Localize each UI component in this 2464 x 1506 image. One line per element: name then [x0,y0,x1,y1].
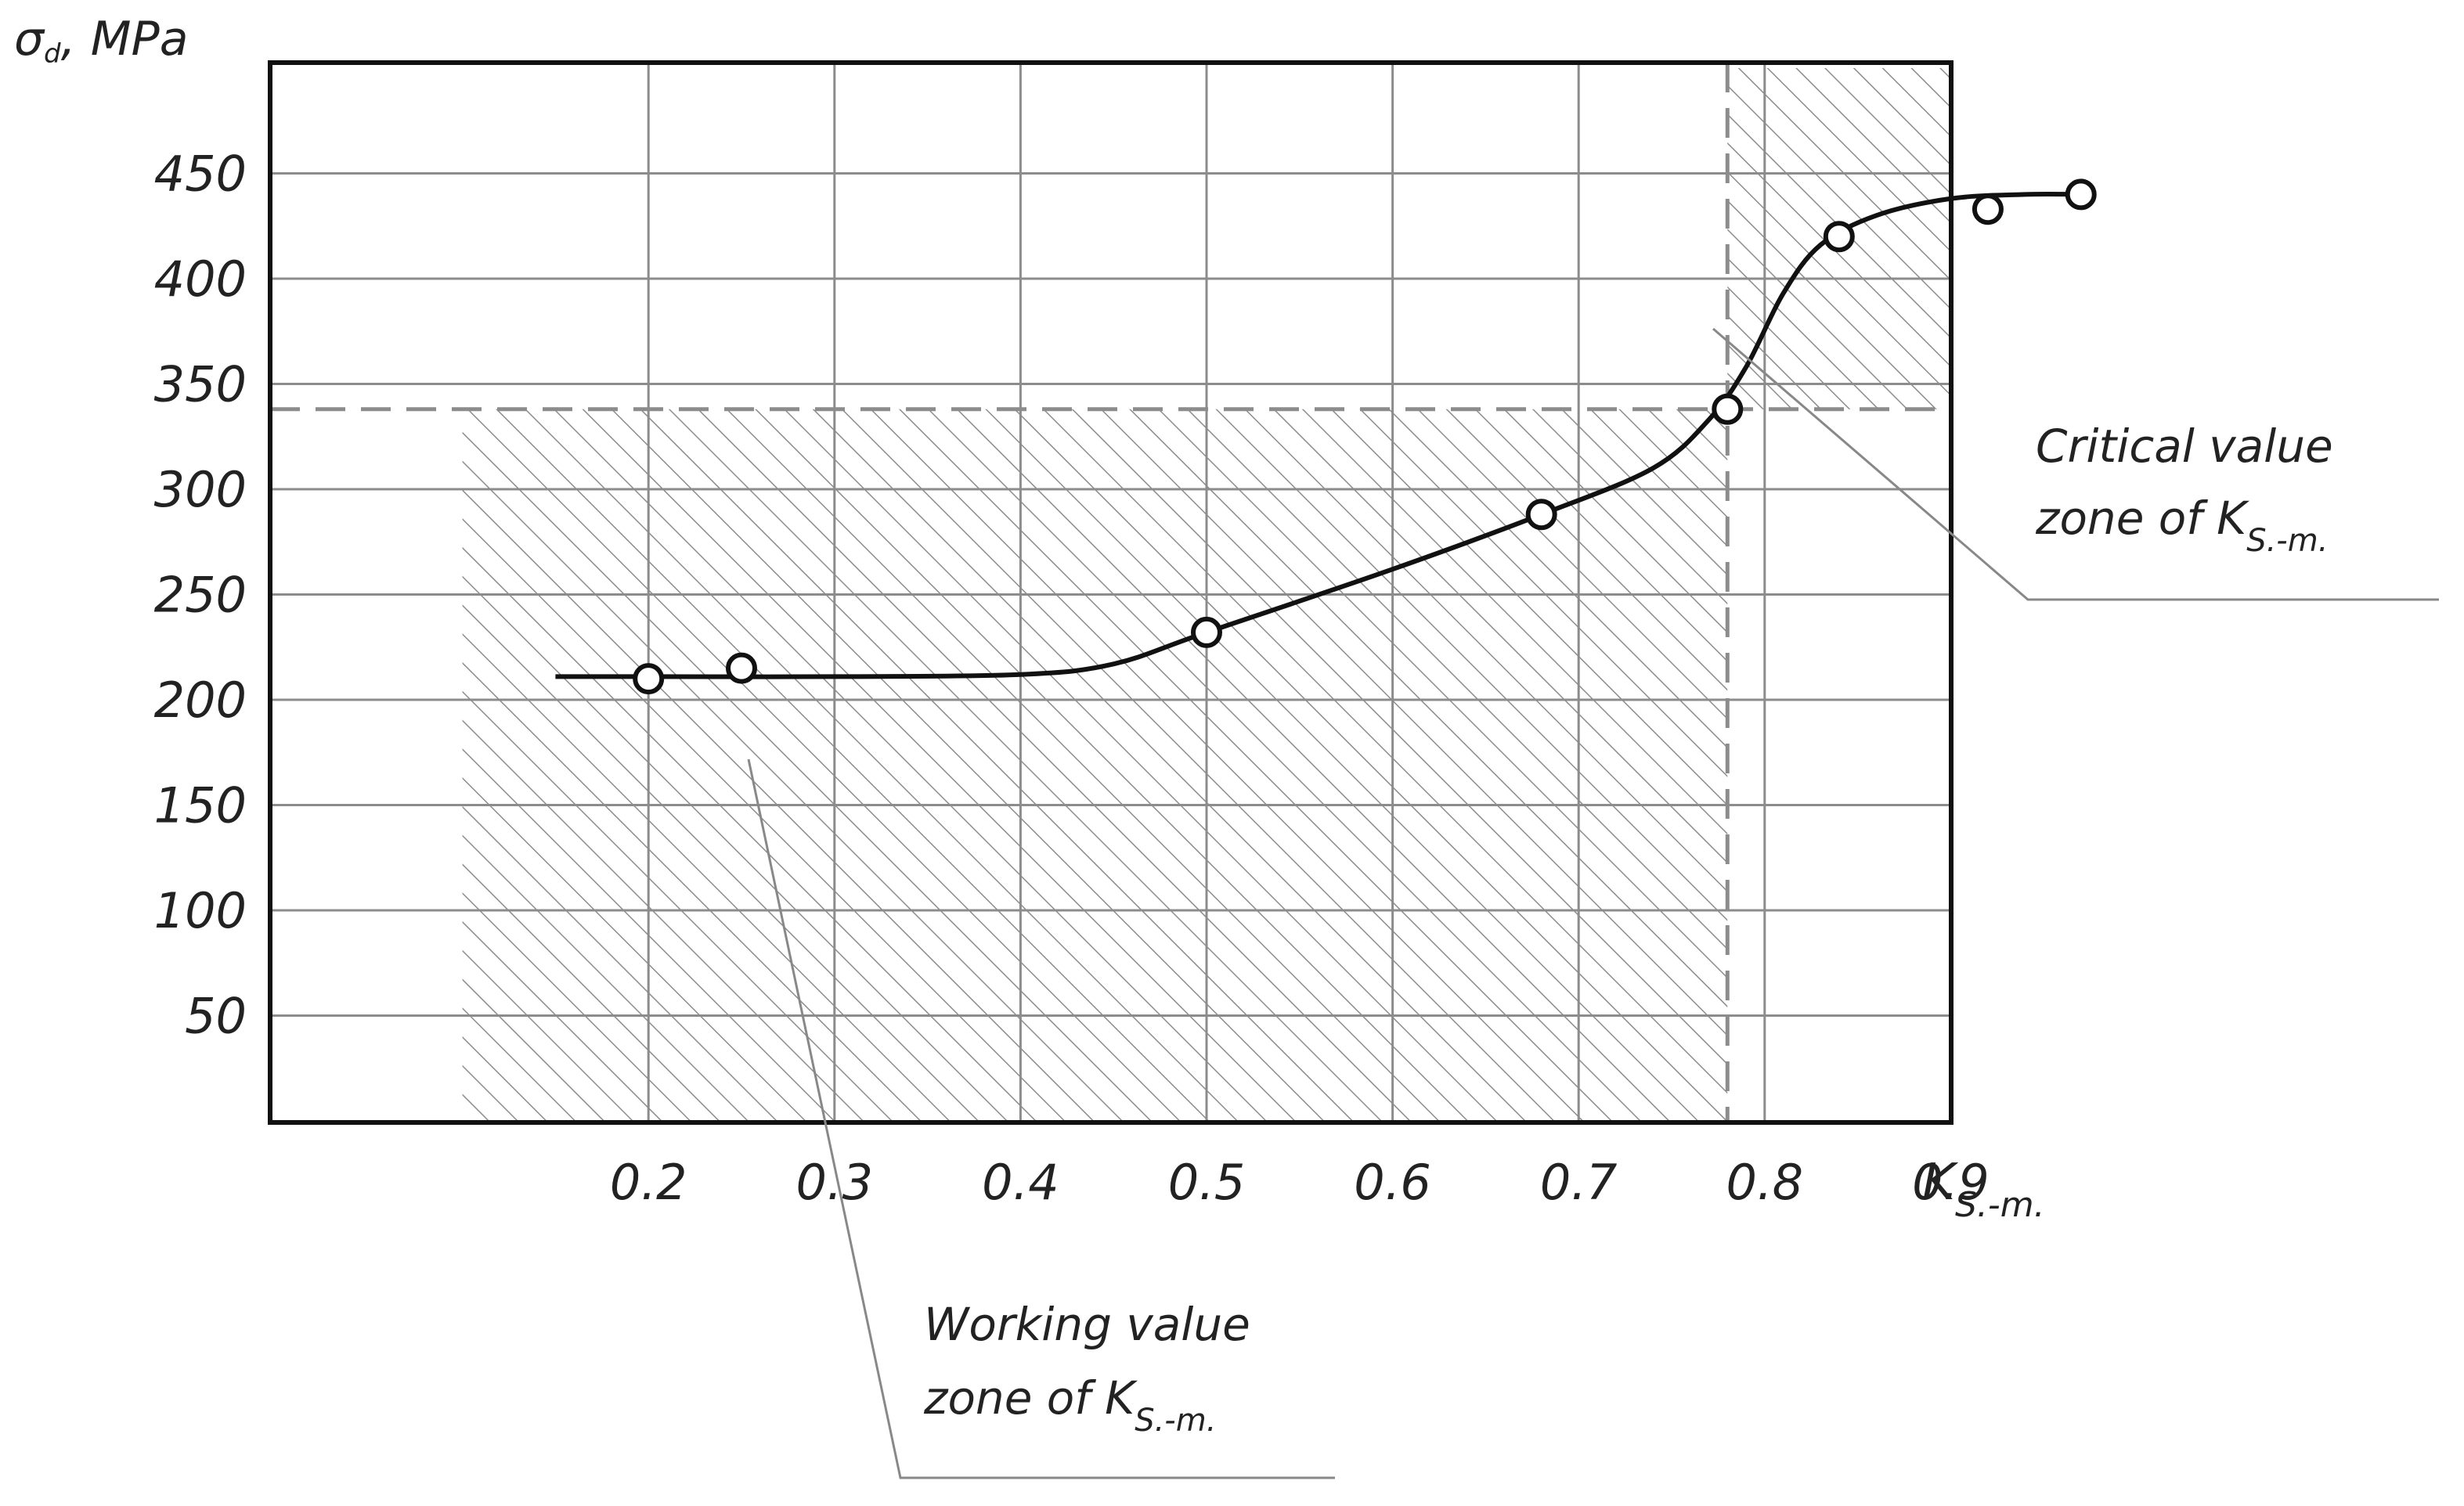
data-point-7 [2065,178,2097,211]
critical-zone-label: Critical value zone of KS.-m. [2035,420,2347,559]
working-zone-label-line2: zone of [923,1371,1105,1425]
working-zone-label-line1: Working value [924,1298,1250,1351]
x-tick-label-4: 0.6 [1354,1154,1431,1211]
y-tick-label-1: 100 [154,882,247,939]
y-axis-subscript: d [44,38,61,70]
working-zone-leader [747,758,1335,1479]
y-tick-label-5: 300 [154,461,247,518]
critical-zone-label-line2: zone of [2035,492,2217,545]
working-zone-label-subscript: S.-m. [1135,1403,1216,1439]
x-tick-label-5: 0.7 [1540,1154,1618,1211]
x-axis-subscript: S.-m. [1955,1185,2045,1225]
y-tick-label-2: 150 [154,777,247,834]
working-zone-hatch [462,409,1728,1121]
y-tick-label-3: 200 [154,672,247,729]
hatched-zones [462,68,1951,1121]
data-points-layer [633,178,2097,695]
y-tick-label-7: 400 [154,250,247,308]
x-tick-label-7: 0.9 [1912,1154,1990,1211]
x-axis-symbol: K [1922,1154,1959,1212]
data-point-2 [1191,616,1222,648]
y-tick-label-4: 250 [154,567,247,624]
x-tick-label-2: 0.4 [982,1154,1059,1211]
x-axis-title: KS.-m. [1922,1154,2045,1225]
data-point-6 [1972,193,2004,225]
y-axis-title: σd, MPa [14,12,189,70]
critical-zone-label-subscript: S.-m. [2246,523,2328,559]
y-tick-label-0: 50 [185,988,247,1045]
plot-frame [268,60,1954,1125]
data-point-5 [1823,221,1855,253]
working-zone-label-symbol: K [1105,1371,1138,1425]
y-axis-symbol: σ [14,12,45,67]
working-zone-label: Working value zone of KS.-m. [923,1298,1264,1439]
x-tick-label-6: 0.8 [1726,1154,1803,1211]
y-axis-unit: , MPa [61,12,189,67]
data-point-1 [726,652,757,684]
critical-zone-leader [1712,327,2439,601]
y-tick-label-6: 350 [154,356,247,413]
data-point-0 [633,663,665,695]
plot-border [268,60,1954,1125]
y-tick-label-8: 450 [154,146,247,203]
annotations [747,327,2439,1479]
data-point-3 [1525,499,1557,531]
data-point-4 [1712,393,1744,425]
critical-zone-label-symbol: K [2217,492,2249,545]
x-tick-label-3: 0.5 [1168,1154,1246,1211]
critical-zone-label-line1: Critical value [2036,420,2333,473]
x-tick-label-0: 0.2 [610,1154,687,1211]
